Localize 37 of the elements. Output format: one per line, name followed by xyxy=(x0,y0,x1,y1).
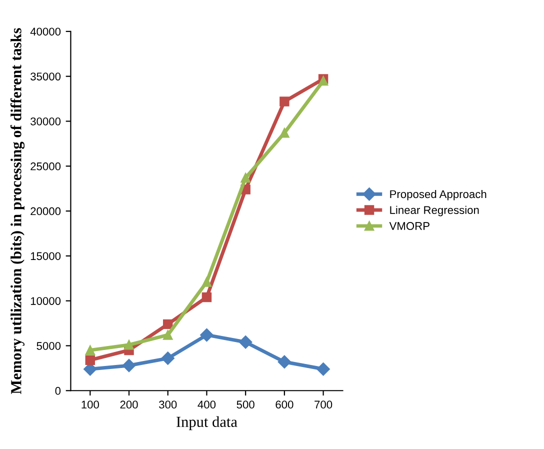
point xyxy=(280,96,290,106)
point xyxy=(202,292,212,302)
point xyxy=(316,362,330,376)
point xyxy=(163,319,173,330)
x-tick-label: 200 xyxy=(120,400,138,409)
point xyxy=(240,172,250,183)
x-tick-label: 700 xyxy=(314,400,332,409)
y-axis-title: Memory utilization (bits) in processing of different tasks xyxy=(10,28,25,394)
x-tick-label: 600 xyxy=(276,400,294,409)
point xyxy=(124,340,134,350)
y-tick-label: 25000 xyxy=(30,162,61,170)
y-tick-label: 40000 xyxy=(30,28,61,36)
x-axis-title: Input data xyxy=(176,416,238,430)
y-tick-label: 15000 xyxy=(30,252,61,260)
x-tick-label: 300 xyxy=(159,400,177,409)
point xyxy=(122,358,136,372)
y-tick-label: 10000 xyxy=(30,297,61,305)
y-tick-label: 35000 xyxy=(30,72,61,80)
point xyxy=(202,277,212,287)
x-tick-label: 100 xyxy=(82,400,99,409)
x-tick-label: 400 xyxy=(198,400,216,409)
point xyxy=(278,355,292,368)
x-tick-label: 500 xyxy=(236,400,254,409)
legend-label: VMORP xyxy=(389,222,430,230)
point xyxy=(200,328,214,342)
legend-label: Proposed Approach xyxy=(390,190,486,200)
y-tick-label: 30000 xyxy=(30,117,61,126)
legend-label: Linear Regression xyxy=(390,206,479,216)
point xyxy=(85,355,96,365)
point xyxy=(161,352,174,365)
point xyxy=(238,336,252,349)
y-tick-label: 5000 xyxy=(36,342,61,350)
point xyxy=(280,128,290,138)
point xyxy=(163,330,173,340)
point xyxy=(85,345,96,356)
y-tick-label: 20000 xyxy=(30,207,61,216)
y-tick-label: 0 xyxy=(55,386,61,395)
